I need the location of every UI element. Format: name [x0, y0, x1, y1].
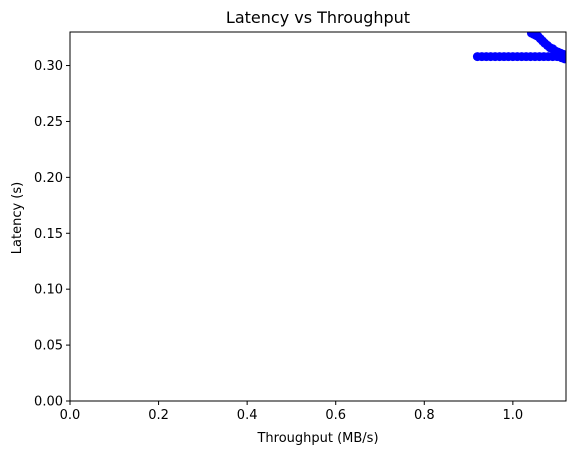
y-axis-label: Latency (s)	[10, 182, 25, 254]
x-tick-label: 0.6	[325, 408, 346, 423]
x-tick-label: 0.4	[237, 408, 258, 423]
y-tick-label: 0.00	[34, 395, 63, 410]
x-tick-label: 1.0	[503, 408, 524, 423]
x-tick-label: 0.2	[148, 408, 169, 423]
y-axis: 0.00 0.05 0.10 0.15 0.20 0.25 0.30	[34, 59, 70, 410]
y-tick-label: 0.20	[34, 171, 63, 186]
x-tick-label: 0.0	[60, 408, 81, 423]
x-tick-label: 0.8	[414, 408, 435, 423]
plot-area	[69, 31, 567, 402]
data-point	[561, 50, 566, 60]
y-tick-label: 0.15	[34, 227, 63, 242]
x-axis-label: Throughput (MB/s)	[256, 431, 378, 446]
y-tick-label: 0.30	[34, 59, 63, 74]
axes-frame	[69, 31, 567, 402]
y-tick-label: 0.10	[34, 283, 63, 298]
data-points	[472, 32, 566, 64]
y-tick-label: 0.25	[34, 115, 63, 130]
chart-title: Latency vs Throughput	[226, 8, 410, 27]
y-tick-label: 0.05	[34, 339, 63, 354]
x-axis: 0.0 0.2 0.4 0.6 0.8 1.0	[60, 401, 524, 423]
